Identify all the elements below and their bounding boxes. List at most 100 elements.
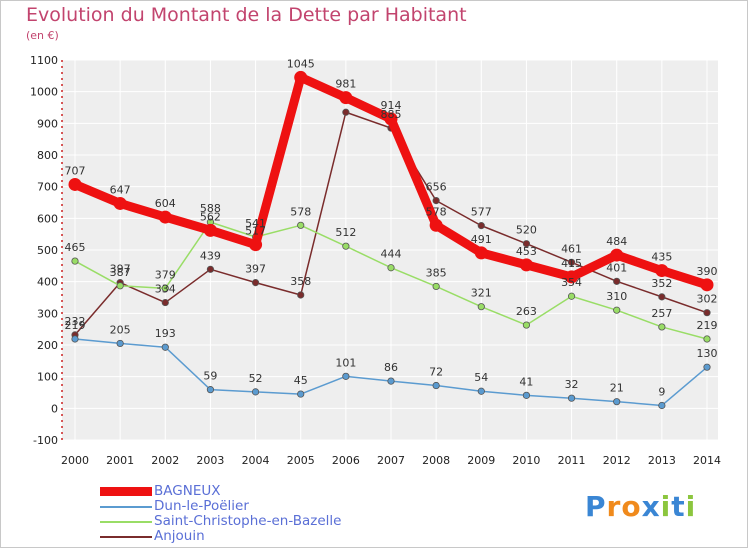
legend-swatch: [100, 520, 152, 523]
y-tick-label: 600: [37, 212, 58, 225]
data-label: 219: [65, 319, 86, 332]
data-label: 461: [561, 242, 582, 255]
data-label: 387: [110, 266, 131, 279]
x-tick-label: 2002: [151, 454, 179, 467]
data-label: 415: [561, 257, 582, 270]
data-point: [432, 197, 440, 205]
data-point: [206, 386, 215, 394]
legend-swatch: [100, 535, 152, 538]
data-label: 21: [610, 382, 624, 395]
y-tick-label: 900: [37, 117, 58, 130]
data-label: 302: [697, 293, 718, 306]
data-point: [613, 398, 621, 406]
y-tick-label: 1000: [30, 86, 58, 99]
data-label: 205: [110, 323, 131, 336]
data-point: [339, 91, 353, 105]
data-label: 604: [155, 197, 176, 210]
brand-logo: Proxiti: [585, 490, 696, 523]
data-point: [116, 282, 124, 290]
data-label: 321: [471, 287, 492, 300]
data-label: 52: [249, 372, 263, 385]
data-label: 541: [245, 217, 266, 230]
brand-letter: i: [685, 490, 697, 523]
data-point: [658, 323, 666, 331]
data-label: 656: [426, 181, 447, 194]
data-label: 334: [155, 283, 176, 296]
brand-letter: t: [671, 490, 686, 523]
data-point: [71, 257, 79, 265]
data-label: 647: [110, 183, 131, 196]
data-point: [567, 258, 576, 266]
data-point: [565, 270, 579, 284]
data-point: [161, 298, 169, 307]
brand-letter: i: [660, 490, 672, 523]
x-tick-label: 2012: [603, 454, 631, 467]
legend-item: Anjouin: [100, 529, 341, 544]
data-point: [613, 277, 621, 285]
data-label: 444: [381, 248, 402, 261]
data-point: [703, 335, 711, 343]
y-tick-label: 1100: [30, 54, 58, 67]
data-label: 981: [335, 78, 356, 91]
data-point: [384, 112, 398, 126]
data-label: 9: [658, 385, 665, 398]
data-label: 59: [203, 370, 217, 383]
data-label: 578: [426, 205, 447, 218]
data-point: [297, 221, 305, 229]
legend-item: BAGNEUX: [100, 484, 341, 499]
legend-label: Anjouin: [154, 528, 205, 544]
y-tick-label: -100: [33, 434, 58, 447]
data-point: [116, 339, 124, 348]
data-point: [432, 282, 440, 291]
data-point: [429, 218, 443, 232]
legend-item: Dun-le-Poëlier: [100, 499, 341, 514]
data-point: [610, 248, 624, 262]
y-tick-label: 500: [37, 244, 58, 257]
data-label: 588: [200, 202, 221, 215]
data-label: 397: [110, 263, 131, 276]
data-point: [700, 278, 714, 292]
data-label: 578: [290, 205, 311, 218]
y-tick-label: 400: [37, 276, 58, 289]
data-point: [658, 401, 666, 410]
legend-label: Saint-Christophe-en-Bazelle: [154, 513, 342, 529]
y-tick-label: 200: [37, 339, 58, 352]
data-label: 379: [155, 268, 176, 281]
brand-letter: r: [606, 490, 622, 523]
x-tick-label: 2004: [242, 454, 270, 467]
x-tick-label: 2006: [332, 454, 360, 467]
y-tick-label: 700: [37, 181, 58, 194]
data-label: 484: [606, 235, 627, 248]
data-label: 101: [335, 356, 356, 369]
data-point: [342, 372, 350, 380]
data-label: 562: [200, 210, 221, 223]
legend-swatch: [100, 487, 152, 496]
data-point: [658, 293, 666, 301]
data-point: [474, 246, 488, 260]
data-point: [477, 387, 485, 395]
legend-label: Dun-le-Poëlier: [154, 498, 249, 514]
data-point: [68, 177, 82, 191]
data-point: [567, 292, 576, 300]
data-point: [703, 363, 711, 371]
data-point: [158, 210, 172, 224]
brand-letter: o: [621, 490, 642, 523]
x-tick-label: 2009: [467, 454, 495, 467]
data-point: [477, 303, 485, 311]
chart-subtitle: (en €): [26, 29, 59, 42]
data-label: 707: [65, 164, 86, 177]
data-point: [519, 258, 533, 272]
data-point: [71, 335, 79, 343]
data-label: 453: [516, 245, 537, 258]
data-label: 397: [245, 263, 266, 276]
data-label: 577: [471, 206, 492, 219]
data-point: [567, 394, 576, 402]
data-label: 385: [426, 266, 447, 279]
data-point: [249, 238, 263, 252]
data-label: 465: [65, 241, 86, 254]
data-label: 435: [651, 251, 672, 264]
x-tick-label: 2005: [287, 454, 315, 467]
data-point: [113, 196, 127, 210]
